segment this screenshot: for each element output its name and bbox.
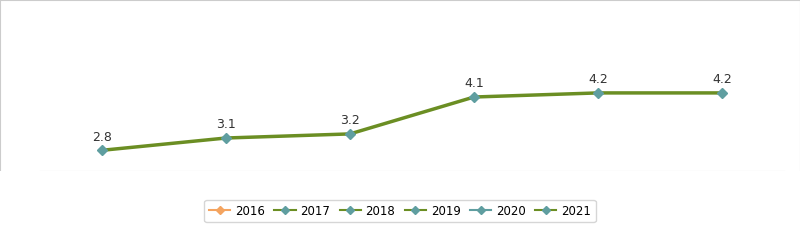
Legend: 2016, 2017, 2018, 2019, 2020, 2021: 2016, 2017, 2018, 2019, 2020, 2021 [204,200,596,222]
Text: 3.2: 3.2 [340,114,360,127]
Text: 4.2: 4.2 [712,73,732,86]
Text: 3.1: 3.1 [216,118,236,131]
Text: 4.2: 4.2 [588,73,608,86]
Text: 4.1: 4.1 [464,77,484,90]
Text: 2.8: 2.8 [92,131,112,143]
